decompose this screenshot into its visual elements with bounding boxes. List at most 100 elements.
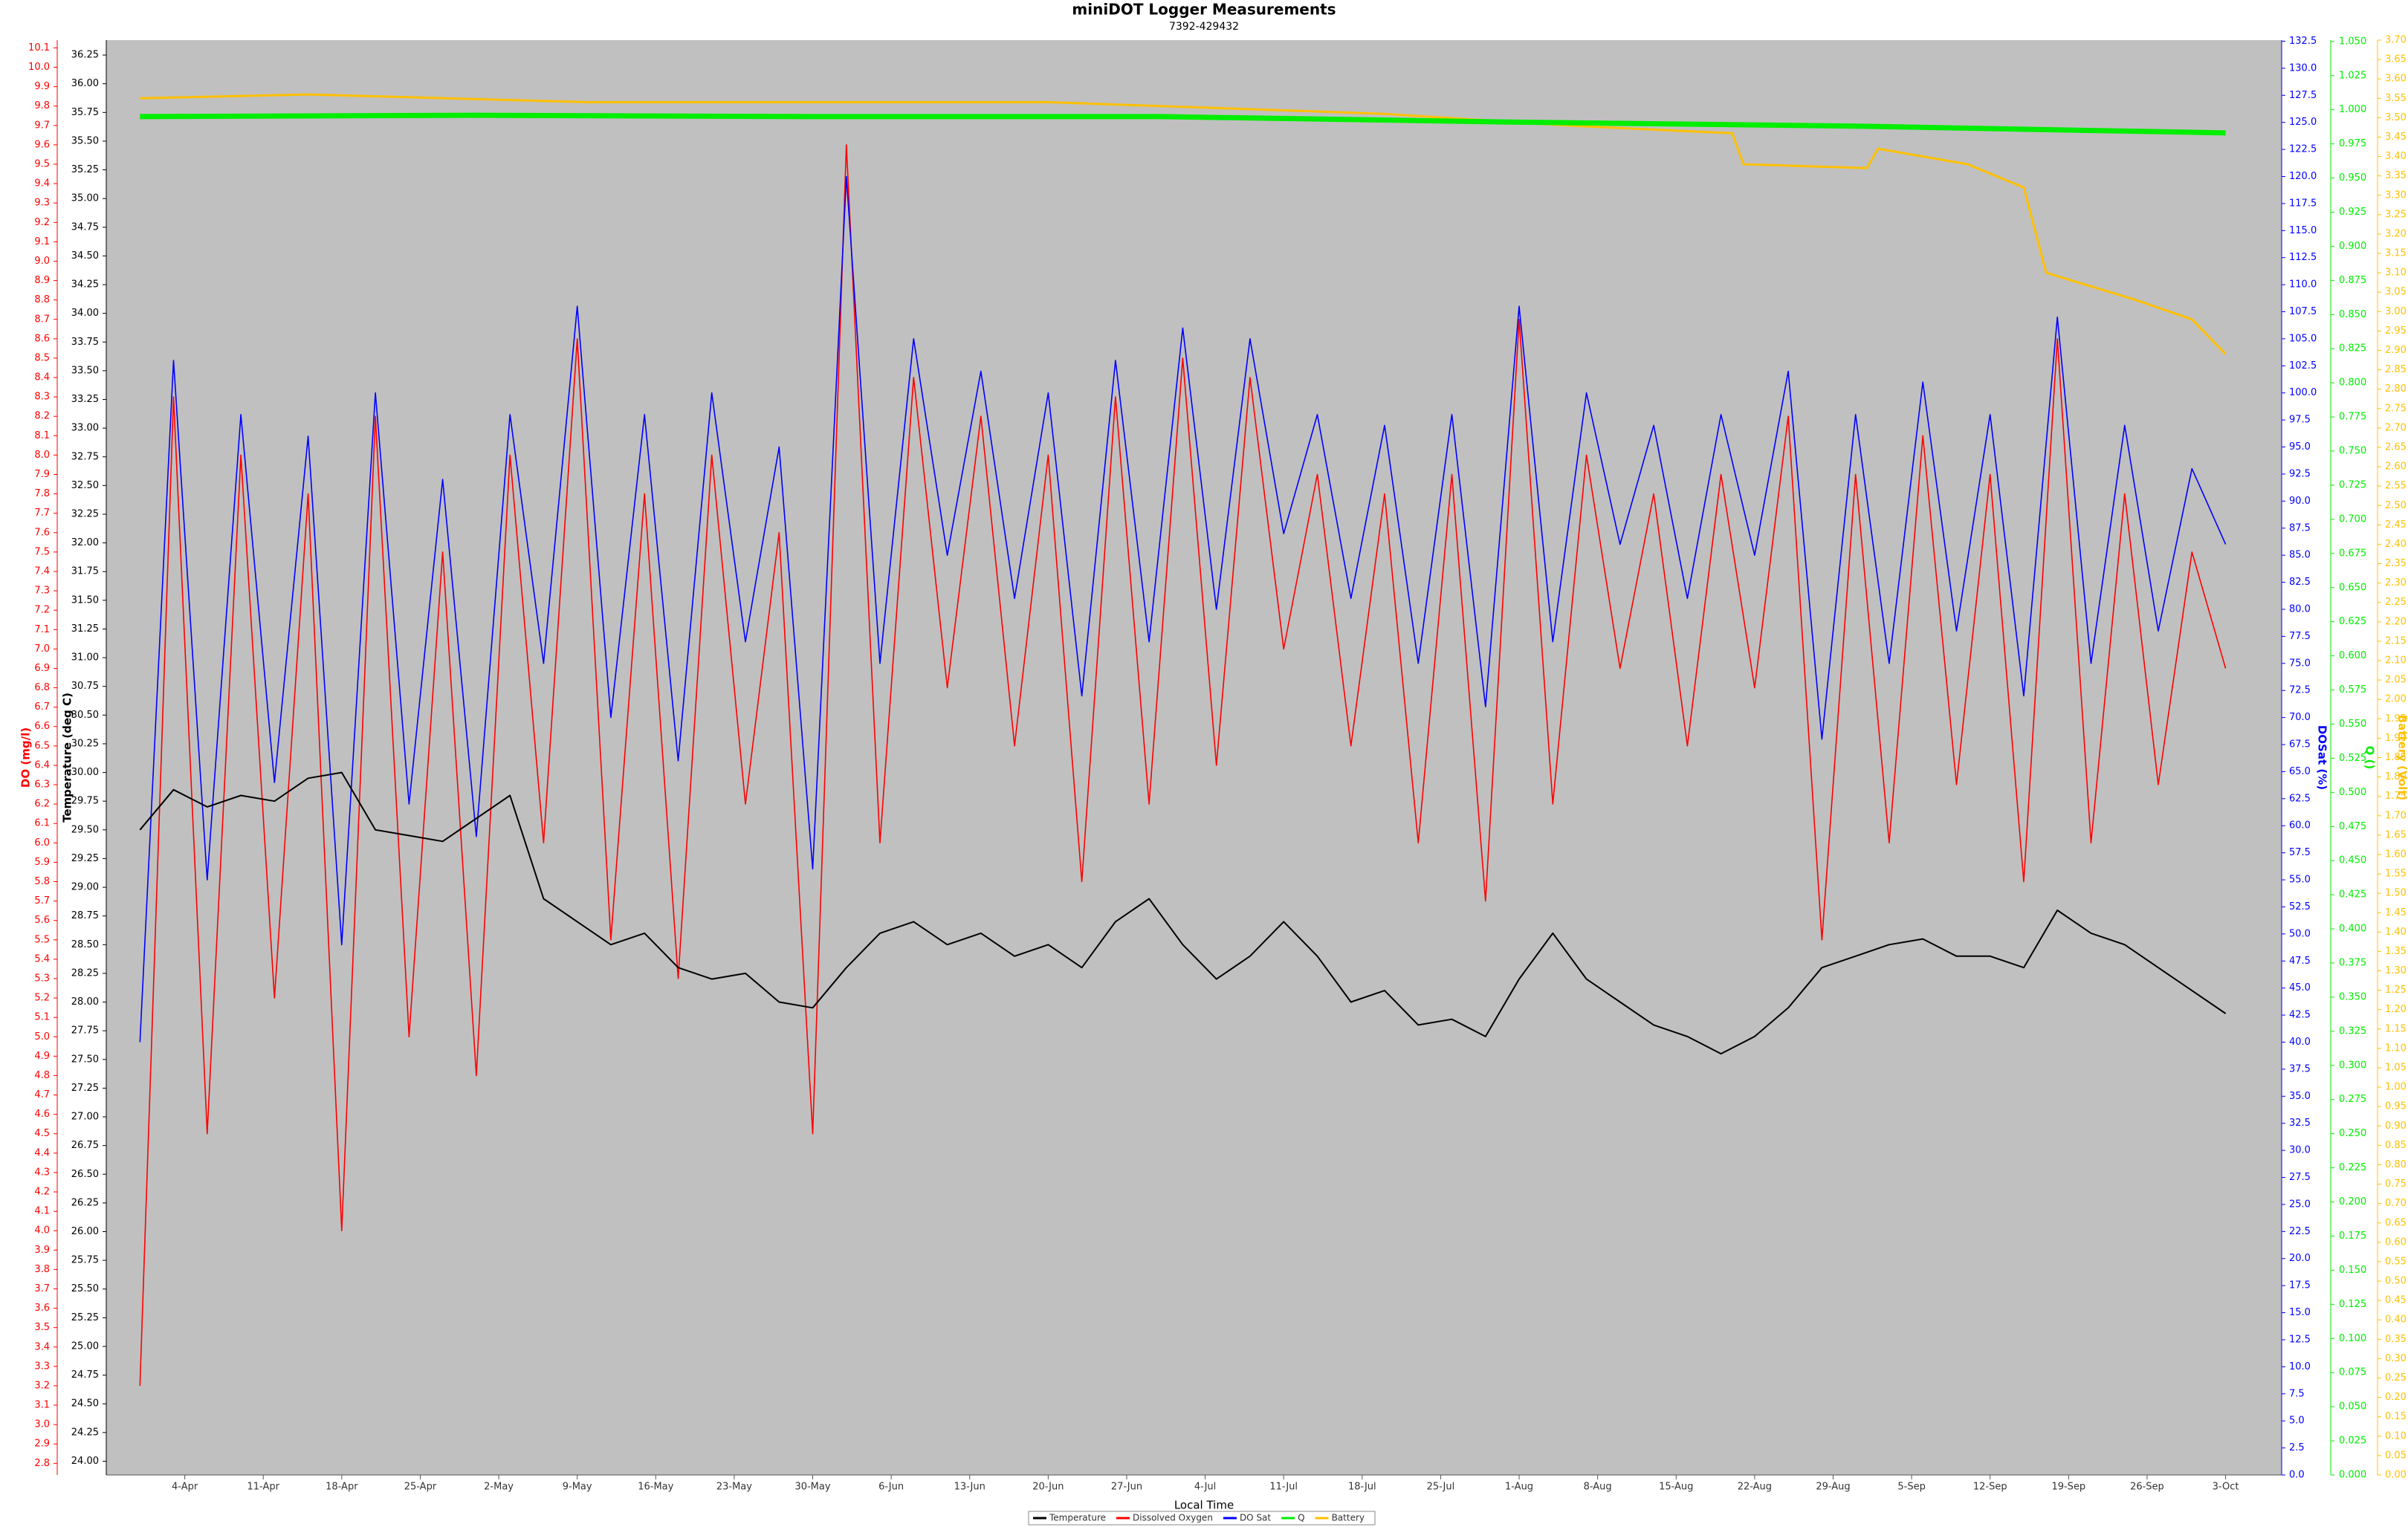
x-tick-label: 27-Jun — [1111, 1482, 1142, 1493]
x-tick-label: 18-Jul — [1348, 1482, 1376, 1493]
y-tick-label: 1.050 — [2339, 36, 2366, 47]
y-tick-label: 3.3 — [34, 1361, 50, 1372]
y-tick-label: 8.9 — [34, 275, 50, 286]
y-tick-label: 5.8 — [34, 876, 50, 887]
y-tick-label: 0.775 — [2339, 412, 2366, 423]
y-tick-label: 1.90 — [2385, 733, 2407, 744]
y-tick-label: 2.30 — [2385, 577, 2407, 589]
y-tick-label: 67.5 — [2289, 739, 2311, 750]
y-tick-label: 0.500 — [2339, 787, 2366, 798]
y-tick-label: 0.25 — [2385, 1372, 2407, 1384]
y-tick-label: 4.4 — [34, 1147, 50, 1158]
y-tick-label: 31.75 — [71, 566, 99, 577]
x-tick-label: 22-Aug — [1738, 1482, 1772, 1493]
y-tick-label: 28.00 — [71, 996, 99, 1008]
y-tick-label: 0.950 — [2339, 172, 2366, 184]
y-tick-label: 0.175 — [2339, 1231, 2366, 1242]
y-tick-label: 2.15 — [2385, 635, 2407, 646]
x-tick-label: 29-Aug — [1816, 1482, 1850, 1493]
y-tick-label: 0.35 — [2385, 1334, 2407, 1345]
x-tick-label: 15-Aug — [1659, 1482, 1693, 1493]
y-tick-label: 3.20 — [2385, 228, 2407, 239]
y-tick-label: 1.65 — [2385, 829, 2407, 840]
y-tick-label: 0.65 — [2385, 1217, 2407, 1228]
y-tick-label: 35.00 — [71, 193, 99, 204]
y-tick-label: 2.50 — [2385, 500, 2407, 511]
legend-label: Q — [1298, 1513, 1304, 1523]
y-tick-label: 6.3 — [34, 779, 50, 791]
y-tick-label: 0.075 — [2339, 1367, 2366, 1378]
y-tick-label: 2.45 — [2385, 519, 2407, 531]
y-tick-label: 5.9 — [34, 857, 50, 868]
x-tick-label: 1-Aug — [1505, 1482, 1533, 1493]
y-tick-label: 8.2 — [34, 411, 50, 422]
y-tick-label: 0.375 — [2339, 958, 2366, 969]
y-tick-label: 0.650 — [2339, 582, 2366, 593]
y-tick-label: 0.0 — [2289, 1470, 2305, 1481]
y-tick-label: 1.025 — [2339, 70, 2366, 81]
y-tick-label: 1.40 — [2385, 927, 2407, 938]
x-tick-label: 3-Oct — [2213, 1482, 2239, 1493]
y-tick-label: 80.0 — [2289, 603, 2311, 615]
y-tick-label: 102.5 — [2289, 360, 2317, 372]
y-tick-label: 32.5 — [2289, 1118, 2311, 1129]
y-tick-label: 7.6 — [34, 527, 50, 538]
plot-area — [106, 40, 2282, 1475]
y-tick-label: 25.0 — [2289, 1199, 2311, 1210]
y-tick-label: 122.5 — [2289, 144, 2317, 155]
y-tick-label: 7.7 — [34, 508, 50, 519]
y-tick-label: 2.10 — [2385, 655, 2407, 667]
y-tick-label: 5.4 — [34, 953, 50, 964]
x-tick-label: 4-Jul — [1194, 1482, 1216, 1493]
y-tick-label: 5.7 — [34, 895, 50, 907]
y-tick-label: 0.60 — [2385, 1236, 2407, 1248]
y-tick-label: 6.0 — [34, 837, 50, 849]
y-tick-label: 2.90 — [2385, 345, 2407, 356]
y-tick-label: 4.2 — [34, 1187, 50, 1198]
y-tick-label: 0.400 — [2339, 924, 2366, 935]
x-tick-label: 19-Sep — [2051, 1482, 2085, 1493]
y-tick-label: 0.600 — [2339, 650, 2366, 661]
y-tick-label: 34.75 — [71, 221, 99, 233]
y-tick-label: 31.25 — [71, 623, 99, 635]
y-tick-label: 90.0 — [2289, 496, 2311, 507]
y-tick-label: 3.9 — [34, 1245, 50, 1256]
x-tick-label: 30-May — [794, 1482, 830, 1493]
y-tick-label: 132.5 — [2289, 36, 2317, 47]
y-tick-label: 30.0 — [2289, 1145, 2311, 1156]
x-tick-label: 2-May — [484, 1482, 514, 1493]
y-tick-label: 9.6 — [34, 139, 50, 150]
x-tick-label: 8-Aug — [1584, 1482, 1612, 1493]
y-tick-label: 0.025 — [2339, 1436, 2366, 1447]
y-tick-label: 0.550 — [2339, 719, 2366, 730]
y-tick-label: 1.000 — [2339, 104, 2366, 115]
y-tick-label: 3.15 — [2385, 248, 2407, 259]
y-tick-label: 0.30 — [2385, 1353, 2407, 1364]
y-tick-label: 0.95 — [2385, 1101, 2407, 1112]
y-tick-label: 28.25 — [71, 967, 99, 979]
y-axis-title: Q () — [2363, 746, 2377, 770]
y-tick-label: 7.4 — [34, 565, 50, 577]
y-tick-label: 105.0 — [2289, 333, 2317, 344]
legend-label: DO Sat — [1240, 1513, 1271, 1523]
y-tick-label: 0.00 — [2385, 1470, 2407, 1481]
y-tick-label: 31.00 — [71, 652, 99, 664]
y-tick-label: 97.5 — [2289, 415, 2311, 426]
y-tick-label: 2.95 — [2385, 325, 2407, 337]
y-tick-label: 125.0 — [2289, 117, 2317, 128]
y-tick-label: 0.05 — [2385, 1450, 2407, 1461]
y-tick-label: 3.70 — [2385, 35, 2407, 46]
y-tick-label: 24.75 — [71, 1369, 99, 1381]
y-tick-label: 25.25 — [71, 1312, 99, 1323]
y-tick-label: 7.3 — [34, 586, 50, 597]
y-tick-label: 52.5 — [2289, 901, 2311, 912]
y-tick-label: 9.0 — [34, 256, 50, 267]
y-tick-label: 0.325 — [2339, 1025, 2366, 1037]
y-tick-label: 0.475 — [2339, 821, 2366, 832]
y-tick-label: 27.5 — [2289, 1172, 2311, 1183]
y-tick-label: 4.3 — [34, 1167, 50, 1178]
y-tick-label: 1.55 — [2385, 869, 2407, 880]
y-tick-label: 33.00 — [71, 423, 99, 434]
y-tick-label: 10.0 — [2289, 1361, 2311, 1372]
y-tick-label: 31.50 — [71, 594, 99, 606]
